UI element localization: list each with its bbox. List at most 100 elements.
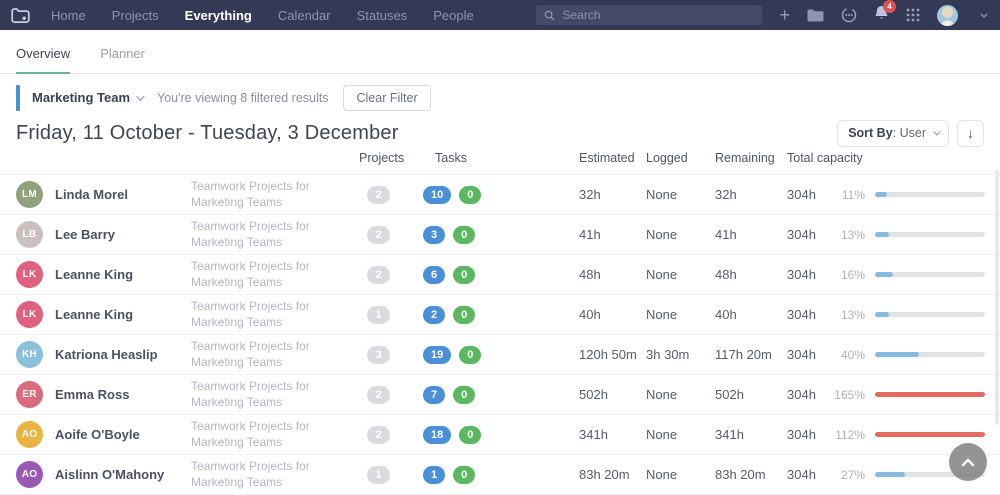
capacity-bar-track [875, 432, 985, 437]
user-cell[interactable]: AO Aislinn O'Mahony [16, 461, 191, 488]
project-name: Teamwork Projects for Marketing Teams [191, 298, 310, 330]
project-cell[interactable]: Teamwork Projects for Marketing Teams [191, 218, 346, 251]
user-cell[interactable]: LK Leanne King [16, 301, 191, 328]
capacity-bar-track [875, 312, 985, 317]
user-avatar[interactable] [937, 4, 958, 26]
project-cell[interactable]: Teamwork Projects for Marketing Teams [191, 458, 346, 491]
help-icon[interactable] [841, 7, 857, 23]
estimated-value: 120h 50m [579, 347, 637, 362]
active-tasks-pill[interactable]: 7 [423, 385, 446, 404]
table-row[interactable]: AO Aoife O'Boyle Teamwork Projects for M… [0, 415, 1000, 455]
projects-count-pill[interactable]: 2 [367, 425, 390, 444]
table-row[interactable]: LM Linda Morel Teamwork Projects for Mar… [0, 175, 1000, 215]
user-cell[interactable]: KH Katriona Heaslip [16, 341, 191, 368]
column-header-remaining: Remaining [715, 151, 775, 165]
user-cell[interactable]: LM Linda Morel [16, 181, 191, 208]
nav-item-everything[interactable]: Everything [184, 7, 252, 23]
project-cell[interactable]: Teamwork Projects for Marketing Teams [191, 378, 346, 411]
search-input[interactable]: Search [536, 5, 763, 25]
capacity-bar-fill [875, 352, 919, 357]
avatar: LK [16, 301, 43, 328]
table-row[interactable]: LB Lee Barry Teamwork Projects for Marke… [0, 215, 1000, 255]
projects-count-pill[interactable]: 2 [367, 385, 390, 404]
active-tasks-pill[interactable]: 3 [423, 225, 446, 244]
estimated-value: 341h [579, 427, 608, 442]
capacity-percent: 13% [840, 227, 865, 242]
folder-icon[interactable] [807, 9, 824, 22]
capacity-bar-fill [875, 232, 890, 237]
remaining-value: 40h [715, 307, 737, 322]
nav-item-statuses[interactable]: Statuses [356, 7, 408, 23]
app-logo-icon[interactable] [10, 7, 31, 24]
completed-tasks-pill[interactable]: 0 [459, 345, 482, 364]
active-tasks-pill[interactable]: 2 [423, 305, 446, 324]
profile-chevron-down-icon[interactable] [980, 13, 988, 18]
completed-tasks-pill[interactable]: 0 [459, 425, 482, 444]
nav-item-home[interactable]: Home [51, 7, 86, 23]
projects-count-pill[interactable]: 2 [367, 265, 390, 284]
total-capacity-value: 304h [787, 467, 816, 482]
notifications-bell-icon[interactable]: 4 [874, 0, 896, 26]
completed-tasks-pill[interactable]: 0 [453, 225, 476, 244]
capacity-percent: 40% [840, 347, 865, 362]
avatar: LB [16, 221, 43, 248]
remaining-value: 48h [715, 267, 737, 282]
active-tasks-pill[interactable]: 18 [423, 425, 452, 444]
project-cell[interactable]: Teamwork Projects for Marketing Teams [191, 298, 346, 331]
vertical-scrollbar[interactable] [995, 170, 999, 425]
capacity-percent: 112% [835, 427, 865, 442]
completed-tasks-pill[interactable]: 0 [453, 465, 476, 484]
nav-item-projects[interactable]: Projects [111, 7, 159, 23]
completed-tasks-pill[interactable]: 0 [459, 185, 482, 204]
table-row[interactable]: ER Emma Ross Teamwork Projects for Marke… [0, 375, 1000, 415]
table-row[interactable]: AO Aislinn O'Mahony Teamwork Projects fo… [0, 455, 1000, 495]
active-tasks-pill[interactable]: 1 [423, 465, 446, 484]
completed-tasks-pill[interactable]: 0 [453, 385, 476, 404]
nav-item-people[interactable]: People [433, 7, 474, 23]
filter-bar: Marketing Team You're viewing 8 filtered… [16, 84, 984, 111]
logged-value: None [646, 307, 678, 322]
tab-planner[interactable]: Planner [100, 46, 145, 61]
table-row[interactable]: LK Leanne King Teamwork Projects for Mar… [0, 295, 1000, 335]
add-icon[interactable]: + [779, 5, 790, 25]
projects-count-pill[interactable]: 2 [367, 225, 390, 244]
projects-count-pill[interactable]: 1 [367, 305, 390, 324]
project-cell[interactable]: Teamwork Projects for Marketing Teams [191, 338, 346, 371]
clear-filter-button[interactable]: Clear Filter [343, 84, 431, 111]
project-cell[interactable]: Teamwork Projects for Marketing Teams [191, 178, 346, 211]
nav-item-calendar[interactable]: Calendar [277, 7, 331, 23]
user-cell[interactable]: ER Emma Ross [16, 381, 191, 408]
sort-controls: Sort By: User ↓ [837, 119, 984, 147]
remaining-value: 83h 20m [715, 467, 766, 482]
completed-tasks-pill[interactable]: 0 [453, 265, 476, 284]
logged-value: None [646, 467, 678, 482]
project-cell[interactable]: Teamwork Projects for Marketing Teams [191, 418, 346, 451]
heading-row: Friday, 11 October - Tuesday, 3 December… [16, 119, 984, 147]
person-name: Leanne King [55, 307, 134, 322]
active-tasks-pill[interactable]: 19 [423, 345, 452, 364]
user-cell[interactable]: LB Lee Barry [16, 221, 191, 248]
tab-overview[interactable]: Overview [16, 46, 71, 74]
projects-count-cell: 1 [346, 305, 411, 324]
project-name: Teamwork Projects for Marketing Teams [191, 178, 310, 210]
tasks-cell: 7 0 [411, 385, 531, 404]
projects-count-pill[interactable]: 3 [367, 345, 390, 364]
team-filter-dropdown[interactable]: Marketing Team [32, 90, 145, 105]
download-button[interactable]: ↓ [957, 119, 984, 147]
apps-grid-icon[interactable] [906, 8, 920, 22]
project-name: Teamwork Projects for Marketing Teams [191, 378, 310, 410]
active-tasks-pill[interactable]: 6 [423, 265, 446, 284]
table-row[interactable]: KH Katriona Heaslip Teamwork Projects fo… [0, 335, 1000, 375]
user-cell[interactable]: AO Aoife O'Boyle [16, 421, 191, 448]
scroll-to-top-button[interactable] [949, 443, 987, 481]
project-cell[interactable]: Teamwork Projects for Marketing Teams [191, 258, 346, 291]
active-tasks-pill[interactable]: 10 [423, 185, 452, 204]
user-cell[interactable]: LK Leanne King [16, 261, 191, 288]
projects-count-pill[interactable]: 2 [367, 185, 390, 204]
person-name: Lee Barry [55, 227, 115, 242]
sort-by-dropdown[interactable]: Sort By: User [837, 119, 949, 147]
person-name: Aislinn O'Mahony [55, 467, 165, 482]
table-row[interactable]: LK Leanne King Teamwork Projects for Mar… [0, 255, 1000, 295]
completed-tasks-pill[interactable]: 0 [453, 305, 476, 324]
projects-count-pill[interactable]: 1 [367, 465, 390, 484]
